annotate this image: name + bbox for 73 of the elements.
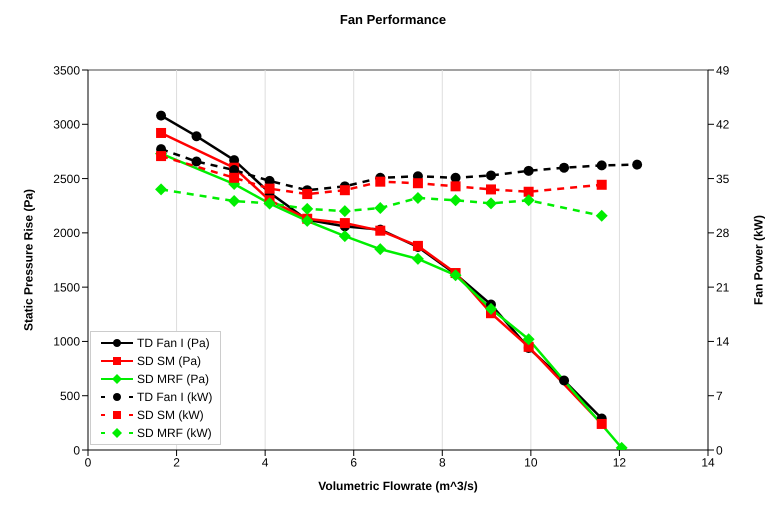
point: [228, 195, 240, 208]
point: [486, 184, 496, 194]
point: [156, 151, 166, 162]
legend-label: SD MRF (kW): [137, 426, 212, 440]
point: [596, 418, 607, 429]
y-tick-label: 1000: [53, 334, 80, 349]
y2-tick-label: 28: [716, 226, 730, 240]
x-tick-label: 0: [84, 456, 92, 470]
point: [412, 252, 424, 265]
point: [596, 160, 607, 170]
point: [450, 181, 461, 192]
y-tick-label: 3000: [53, 118, 80, 132]
point: [374, 243, 386, 256]
legend-label: SD SM (kW): [137, 408, 204, 422]
point: [340, 218, 350, 228]
point: [559, 162, 570, 173]
point: [340, 185, 350, 196]
point: [412, 192, 424, 204]
y-tick-label: 0: [73, 443, 80, 458]
point: [522, 194, 535, 206]
point: [522, 333, 535, 346]
point: [156, 128, 166, 138]
x-tick-label: 2: [173, 456, 180, 470]
legend-label: SD SM (Pa): [137, 354, 202, 368]
point: [485, 197, 497, 210]
point: [485, 302, 497, 315]
point: [524, 186, 534, 197]
point: [156, 110, 166, 121]
legend-label: SD MRF (Pa): [137, 372, 209, 386]
y2-tick-label: 0: [716, 443, 723, 458]
point: [450, 172, 461, 183]
y-tick-label: 3500: [53, 63, 80, 78]
x-tick-label: 14: [701, 456, 715, 470]
x-tick-label: 12: [612, 456, 626, 470]
point: [559, 376, 570, 386]
point: [338, 230, 351, 242]
point: [374, 202, 386, 214]
point: [632, 160, 642, 170]
point: [192, 156, 202, 167]
y2-axis-title: Fan Power (kW): [751, 214, 766, 306]
y-tick-label: 500: [60, 388, 80, 403]
y-tick-label: 1500: [53, 280, 80, 294]
y2-tick-label: 14: [716, 334, 730, 349]
point: [192, 131, 202, 142]
point: [229, 172, 240, 183]
y-tick-label: 2500: [53, 172, 80, 186]
y2-tick-label: 42: [716, 118, 730, 132]
y2-tick-label: 49: [716, 63, 730, 78]
chart-title: Fan Performance: [338, 11, 448, 29]
x-tick-label: 10: [524, 456, 538, 470]
x-tick-label: 4: [262, 456, 269, 470]
y-axis-title: Static Pressure Rise (Pa): [21, 188, 36, 332]
point: [338, 205, 351, 218]
point: [596, 180, 607, 190]
x-tick-label: 8: [438, 456, 446, 470]
point: [375, 176, 386, 187]
y2-tick-label: 7: [716, 388, 723, 403]
point: [301, 202, 314, 215]
y2-tick-label: 21: [716, 280, 730, 294]
point: [450, 194, 462, 206]
point: [155, 183, 168, 196]
point: [596, 210, 608, 222]
legend-label: TD Fan I (Pa): [137, 336, 210, 350]
point: [486, 170, 496, 180]
y-tick-label: 2000: [53, 226, 80, 240]
point: [302, 189, 312, 200]
legend-label: TD Fan I (kW): [137, 390, 212, 404]
point: [524, 166, 534, 176]
x-tick-label: 6: [350, 456, 358, 470]
point: [412, 178, 423, 188]
x-axis-title: Volumetric Flowrate (m^3/s): [318, 479, 478, 493]
point: [264, 184, 275, 194]
y2-tick-label: 35: [716, 172, 730, 186]
